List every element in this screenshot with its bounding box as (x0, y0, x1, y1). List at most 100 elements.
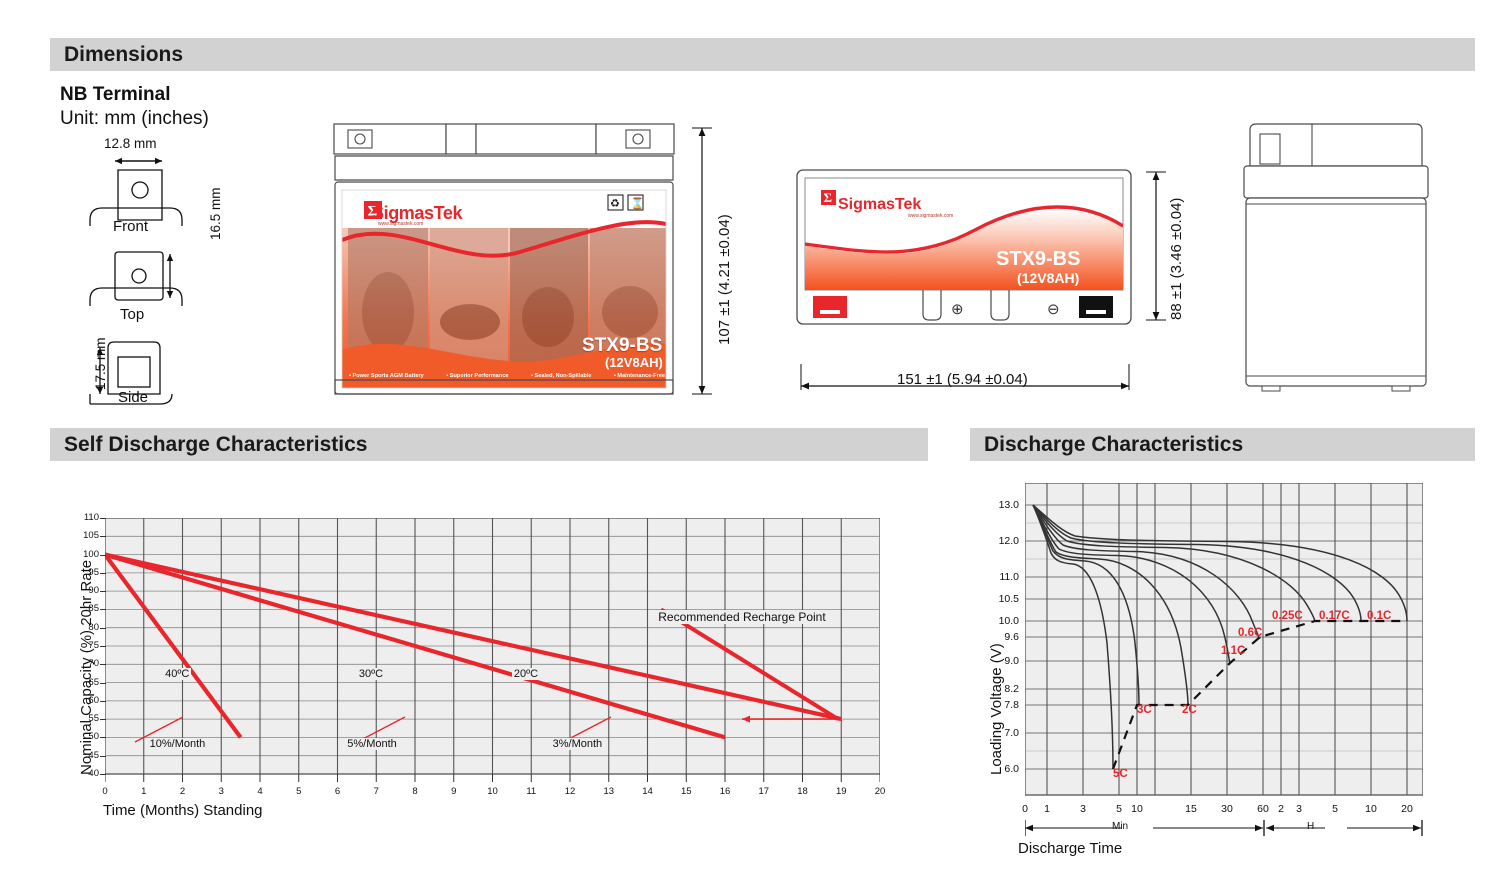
self-discharge-y-tickmark (100, 682, 106, 684)
discharge-y-tick: 13.0 (998, 499, 1019, 511)
self-discharge-y-tick: 105 (83, 530, 99, 542)
self-discharge-annotation: 10%/Month (147, 737, 208, 750)
self-discharge-annotation: 30ºC (356, 668, 386, 681)
self-discharge-x-tick: 2 (179, 786, 186, 797)
self-discharge-y-tickmark (100, 572, 106, 574)
self-discharge-y-tick: 45 (88, 749, 99, 761)
self-discharge-y-tick: 65 (88, 676, 99, 688)
discharge-x-tick-min: 15 (1185, 803, 1197, 815)
svg-text:⊖: ⊖ (1047, 301, 1060, 318)
self-discharge-x-tick: 0 (102, 786, 108, 797)
terminal-side-label: Side (118, 389, 149, 406)
section-title-discharge: Discharge Characteristics (984, 432, 1244, 456)
terminal-views-drawing (89, 157, 183, 405)
battery-feature-2: • Sealed, Non-Spillable (531, 373, 592, 379)
battery-website-top: www.sigmastek.com (908, 213, 954, 219)
discharge-curve-label: 2C (1182, 704, 1197, 716)
discharge-x-tick-min: 3 (1080, 803, 1086, 815)
discharge-x-tick-hour: 20 (1401, 803, 1413, 815)
discharge-x-tick-hour: 3 (1296, 803, 1302, 815)
discharge-y-tick: 6.0 (1004, 763, 1019, 775)
self-discharge-y-tick: 80 (88, 621, 99, 633)
section-header-discharge: Discharge Characteristics (970, 428, 1475, 461)
battery-feature-1: • Superior Performance (446, 373, 509, 379)
discharge-x-tick-min: 60 (1257, 803, 1269, 815)
section-title-dimensions: Dimensions (64, 42, 184, 66)
discharge-hour-axis-label: H (1307, 821, 1315, 832)
self-discharge-y-tick: 40 (88, 768, 99, 779)
battery-height-dimension-line (692, 127, 712, 395)
battery-brand-top: SigmasTek (838, 196, 922, 213)
discharge-y-tick: 9.6 (1004, 631, 1019, 643)
discharge-x-tick-min: 1 (1044, 803, 1050, 815)
discharge-x-tick-min: 10 (1131, 803, 1143, 815)
battery-depth-dim: 88 ±1 (3.46 ±0.04) (1168, 197, 1185, 320)
self-discharge-y-tickmark (100, 755, 106, 757)
self-discharge-annotation: 20ºC (511, 668, 541, 681)
discharge-y-tick: 12.0 (998, 535, 1019, 547)
self-discharge-x-tick: 20 (874, 786, 886, 797)
self-discharge-y-tickmark (100, 518, 106, 519)
self-discharge-annotation: 5%/Month (345, 737, 399, 750)
battery-feature-3: • Maintenance-Free (613, 373, 665, 379)
svg-text:Σ: Σ (824, 190, 833, 205)
battery-website-front: www.sigmastek.com (378, 221, 424, 227)
discharge-curve-label: 0.17C (1319, 610, 1350, 622)
self-discharge-y-tick: 60 (88, 694, 99, 706)
battery-front-view-drawing: Σ ♻ ⌛ (333, 123, 675, 395)
self-discharge-y-tickmark (100, 591, 106, 593)
self-discharge-x-tick: 18 (797, 786, 808, 797)
self-discharge-x-tick: 17 (758, 786, 770, 797)
discharge-min-axis-label: Min (1112, 821, 1129, 832)
discharge-curve-label: 0.1C (1367, 610, 1392, 622)
self-discharge-y-tickmark (100, 664, 106, 666)
self-discharge-y-tickmark (100, 609, 106, 611)
self-discharge-y-tickmark (100, 646, 106, 647)
self-discharge-x-tick: 16 (719, 786, 731, 797)
self-discharge-x-tick: 4 (257, 786, 263, 797)
self-discharge-y-tick: 55 (88, 713, 99, 725)
section-header-dimensions: Dimensions (50, 38, 1475, 71)
self-discharge-y-tickmark (100, 700, 106, 702)
self-discharge-x-tick: 19 (835, 786, 847, 797)
self-discharge-annotation: Recommended Recharge Point (655, 609, 829, 624)
battery-length-dimension-line (800, 364, 1130, 390)
self-discharge-x-axis-title: Time (Months) Standing (103, 802, 263, 819)
section-title-self-discharge: Self Discharge Characteristics (64, 432, 368, 456)
self-discharge-annotation: 3%/Month (550, 737, 605, 750)
section-header-self-discharge: Self Discharge Characteristics (50, 428, 928, 461)
self-discharge-y-tickmark (100, 719, 106, 721)
self-discharge-y-tick: 70 (88, 658, 99, 670)
discharge-y-tick: 7.8 (1004, 699, 1019, 711)
self-discharge-chart-plot (105, 518, 880, 782)
self-discharge-x-tick: 8 (412, 786, 418, 797)
discharge-curve-label: 0.25C (1272, 610, 1303, 622)
self-discharge-x-tick: 13 (603, 786, 615, 797)
battery-depth-dimension-line (1146, 171, 1166, 321)
discharge-x-tick-min: 5 (1116, 803, 1122, 815)
discharge-x-axis-title: Discharge Time (1018, 840, 1123, 857)
self-discharge-x-tick: 9 (451, 786, 457, 797)
discharge-curve-label: 5C (1113, 768, 1128, 780)
discharge-x-tick-min: 0 (1022, 803, 1028, 815)
battery-length-dim: 151 ±1 (5.94 ±0.04) (897, 371, 1028, 388)
battery-height-dim: 107 ±1 (4.21 ±0.04) (716, 214, 733, 345)
terminal-top-dim: 16.5 mm (208, 187, 223, 240)
discharge-curve-label: 3C (1137, 704, 1152, 716)
self-discharge-x-tick: 15 (680, 786, 692, 797)
battery-side-outline-drawing (1243, 123, 1429, 392)
discharge-y-tick: 7.0 (1004, 727, 1019, 739)
self-discharge-y-tick: 90 (88, 585, 99, 597)
battery-features-row: • Power Sports AGM Battery • Superior Pe… (349, 373, 665, 379)
self-discharge-annotation: 40ºC (163, 668, 192, 681)
self-discharge-y-tick: 85 (88, 603, 99, 615)
battery-model-front: STX9-BS (582, 335, 663, 356)
terminal-front-label: Front (113, 218, 149, 235)
self-discharge-y-tick: 100 (83, 548, 99, 560)
svg-text:⊕: ⊕ (951, 301, 964, 318)
nb-terminal-title: NB Terminal (60, 84, 171, 105)
svg-text:♻: ♻ (610, 198, 620, 210)
discharge-y-tick: 9.0 (1004, 655, 1019, 667)
self-discharge-y-tickmark (100, 774, 106, 775)
self-discharge-x-tick: 1 (141, 786, 147, 797)
